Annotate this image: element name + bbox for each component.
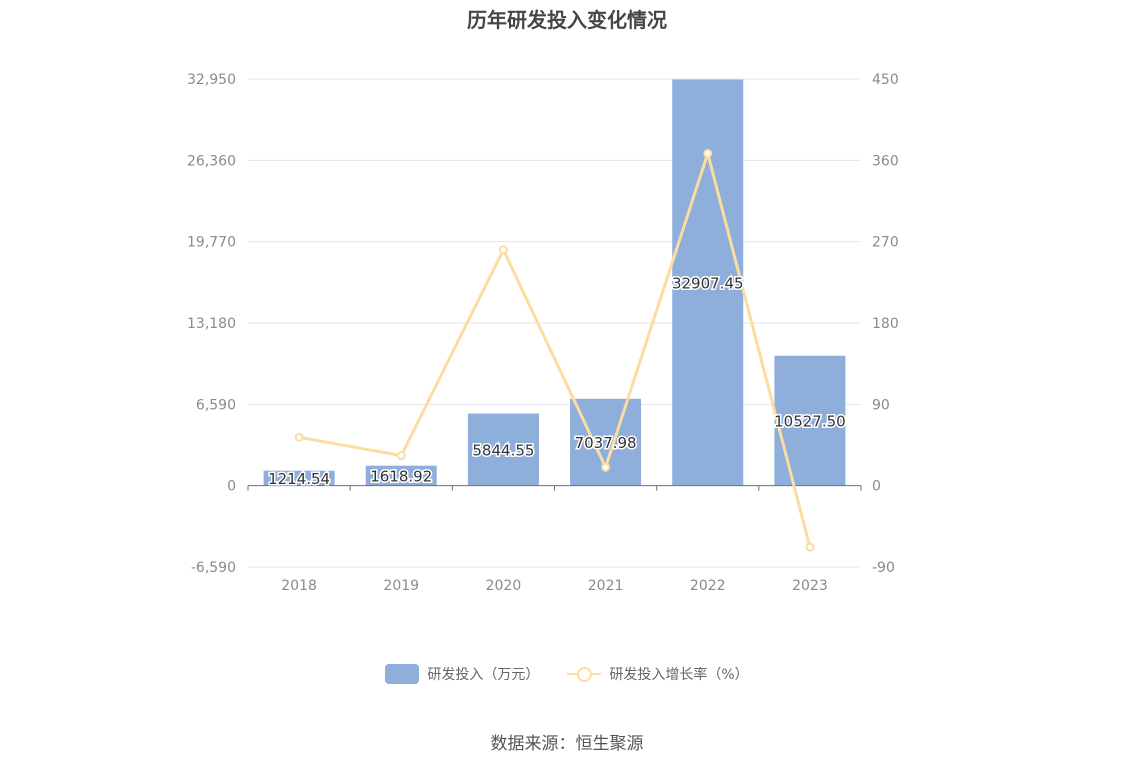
bar-data-label: 7037.98 <box>575 434 637 452</box>
grid-lines <box>248 78 861 568</box>
left-axis-tick-label: 32,950 <box>187 72 236 88</box>
left-axis-ticks: 32,950 26,360 19,770 13,180 6,590 0 -6,590 <box>187 72 236 576</box>
right-axis-tick-label: -90 <box>872 560 895 576</box>
legend-line-label: 研发投入增长率（%） <box>609 667 749 683</box>
left-axis-tick-label: 19,770 <box>187 235 236 251</box>
bar <box>365 465 437 486</box>
right-axis-tick-label: 270 <box>872 235 899 251</box>
x-axis-tick-label: 2022 <box>690 578 726 594</box>
bar-data-label: 1214.54 <box>268 470 330 488</box>
line-series <box>294 148 815 552</box>
left-axis-tick-label: 13,180 <box>187 316 236 332</box>
legend-line-swatch-icon <box>567 664 602 684</box>
bar-data-label: 5844.55 <box>472 442 534 460</box>
right-axis-tick-label: 450 <box>872 72 899 88</box>
bar <box>263 470 335 486</box>
x-axis-tick-label: 2021 <box>588 578 624 594</box>
right-axis-tick-label: 180 <box>872 316 899 332</box>
growth-rate-point <box>703 148 713 158</box>
right-axis-tick-label: 360 <box>872 153 899 169</box>
bar <box>467 413 539 486</box>
right-axis-tick-label: 0 <box>872 479 881 495</box>
bar-data-label: 32907.45 <box>672 275 744 293</box>
bar-data-label: 1618.92 <box>370 468 432 486</box>
growth-rate-point <box>805 542 815 552</box>
bar <box>774 355 846 486</box>
x-axis-tick-label: 2020 <box>486 578 522 594</box>
legend-item-bar[interactable]: 研发投入（万元） <box>385 664 539 684</box>
left-axis-tick-label: 0 <box>227 479 236 495</box>
left-axis-tick-label: 6,590 <box>196 397 236 413</box>
x-axis-tick-label: 2018 <box>281 578 317 594</box>
growth-rate-point <box>498 245 508 255</box>
bar-series <box>263 79 846 486</box>
right-axis-ticks: 450 360 270 180 90 0 -90 <box>872 72 899 576</box>
legend-item-line[interactable]: 研发投入增长率（%） <box>567 664 749 684</box>
growth-rate-point <box>294 432 304 442</box>
x-axis-tick-label: 2023 <box>792 578 828 594</box>
growth-rate-line <box>298 148 812 548</box>
left-axis-tick-label: -6,590 <box>191 560 236 576</box>
right-axis-tick-label: 90 <box>872 397 890 413</box>
growth-rate-point <box>396 451 406 461</box>
left-axis-tick-label: 26,360 <box>187 153 236 169</box>
data-source: 数据来源：恒生聚源 <box>490 734 644 754</box>
x-axis: 2018 2019 2020 2021 2022 2023 <box>247 485 862 594</box>
legend-bar-swatch-icon <box>385 664 420 684</box>
x-axis-tick-label: 2019 <box>383 578 419 594</box>
chart-title: 历年研发投入变化情况 <box>467 8 667 32</box>
legend: 研发投入（万元） 研发投入增长率（%） <box>0 664 1134 684</box>
growth-rate-point <box>601 462 611 472</box>
legend-bar-label: 研发投入（万元） <box>427 667 540 683</box>
bar <box>672 79 744 486</box>
bar-data-label: 10527.50 <box>774 413 846 431</box>
bar-data-labels: 1214.54 1618.92 5844.55 7037.98 32907.45 1052… <box>267 273 848 490</box>
